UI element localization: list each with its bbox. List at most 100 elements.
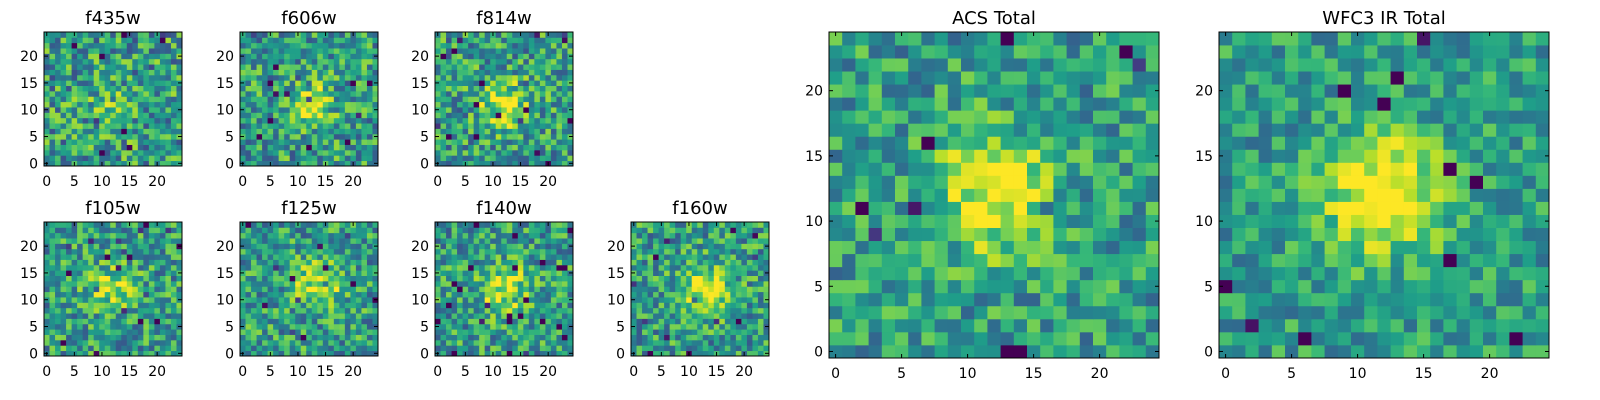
heatmap-cell <box>240 286 246 293</box>
heatmap-cell <box>708 243 715 250</box>
heatmap-cell <box>267 37 274 44</box>
heatmap-cell <box>501 248 508 255</box>
heatmap-cell <box>440 243 447 250</box>
heatmap-cell <box>115 74 122 81</box>
heatmap-cell <box>490 227 497 234</box>
heatmap-cell <box>435 313 441 319</box>
heatmap-cell <box>539 259 546 266</box>
heatmap-cell <box>567 291 574 298</box>
heatmap-cell <box>451 107 458 113</box>
heatmap-cell <box>664 275 671 282</box>
heatmap-cell <box>457 74 463 81</box>
heatmap-cell <box>550 112 557 119</box>
heatmap-cell <box>93 101 100 108</box>
heatmap-cell <box>457 96 463 103</box>
heatmap-cell <box>176 345 183 352</box>
heatmap-cell <box>468 53 475 60</box>
heatmap-cell <box>93 302 100 309</box>
heatmap-cell <box>974 279 988 294</box>
heatmap-cell <box>921 175 935 189</box>
heatmap-cell <box>763 302 770 309</box>
heatmap-cell <box>311 227 318 234</box>
heatmap-cell <box>735 302 742 309</box>
heatmap-cell <box>561 270 568 276</box>
heatmap-cell <box>339 96 346 103</box>
heatmap-cell <box>719 232 726 239</box>
heatmap-cell <box>93 280 100 287</box>
heatmap-cell <box>77 149 84 156</box>
heatmap-cell <box>490 238 497 244</box>
heatmap-cell <box>440 80 447 86</box>
heatmap-cell <box>99 238 106 244</box>
heatmap-cell <box>44 313 50 319</box>
heatmap-cell <box>539 307 546 314</box>
heatmap-cell <box>88 139 95 145</box>
heatmap-cell <box>473 133 480 140</box>
heatmap-cell <box>143 107 150 113</box>
heatmap-cell <box>66 37 72 44</box>
heatmap-cell <box>306 227 313 234</box>
heatmap-cell <box>757 334 764 341</box>
heatmap-cell <box>77 334 84 341</box>
heatmap-cell <box>71 123 78 129</box>
heatmap-cell <box>159 117 166 124</box>
heatmap-cell <box>636 334 643 341</box>
heatmap-cell <box>457 280 463 287</box>
heatmap-cell <box>741 238 748 244</box>
heatmap-cell <box>664 243 671 250</box>
heatmap-cell <box>256 345 263 352</box>
heatmap-cell <box>159 339 166 346</box>
heatmap-cell <box>451 58 458 65</box>
heatmap-cell <box>495 96 502 103</box>
heatmap-cell <box>121 42 128 49</box>
heatmap-cell <box>295 345 302 352</box>
heatmap-cell <box>251 264 257 271</box>
heatmap-cell <box>730 280 737 287</box>
heatmap-cell <box>523 286 530 293</box>
heatmap-cell <box>451 238 458 244</box>
heatmap-cell <box>490 254 497 260</box>
heatmap-cell <box>534 96 541 103</box>
heatmap-cell <box>462 85 469 92</box>
heatmap-cell <box>691 302 698 309</box>
heatmap-cell <box>366 101 373 108</box>
heatmap-cell <box>344 64 351 70</box>
heatmap-cell <box>987 240 1001 255</box>
heatmap-cell <box>93 270 100 276</box>
heatmap-cell <box>361 128 368 135</box>
heatmap-cell <box>479 160 486 167</box>
heatmap-cell <box>322 345 329 352</box>
heatmap-cell <box>66 101 72 108</box>
heatmap-cell <box>501 339 508 346</box>
heatmap-cell <box>636 275 643 282</box>
heatmap-cell <box>724 334 731 341</box>
heatmap-cell <box>110 350 117 357</box>
heatmap-cell <box>545 291 552 298</box>
heatmap-cell <box>82 117 89 124</box>
heatmap-cell <box>132 149 139 156</box>
heatmap-cell <box>159 259 166 266</box>
heatmap-cell <box>333 107 340 113</box>
heatmap-cell <box>60 286 67 293</box>
heatmap-cell <box>240 112 246 119</box>
heatmap-cell <box>110 64 117 70</box>
heatmap-cell <box>317 275 324 282</box>
heatmap-cell <box>446 264 452 271</box>
heatmap-cell <box>479 90 486 97</box>
heatmap-cell <box>435 302 441 309</box>
heatmap-cell <box>868 214 883 228</box>
heatmap-cell <box>361 259 368 266</box>
heatmap-cell <box>71 107 78 113</box>
heatmap-cell <box>708 323 715 330</box>
heatmap-cell <box>350 254 357 260</box>
heatmap-cell <box>245 307 252 314</box>
heatmap-cell <box>708 307 715 314</box>
heatmap-cell <box>245 107 252 113</box>
heatmap-cell <box>435 117 441 124</box>
heatmap-cell <box>855 149 869 163</box>
heatmap-cell <box>344 90 351 97</box>
heatmap-cell <box>1027 188 1041 202</box>
heatmap-cell <box>322 286 329 293</box>
heatmap-cell <box>1119 331 1133 346</box>
heatmap-cell <box>71 345 78 352</box>
